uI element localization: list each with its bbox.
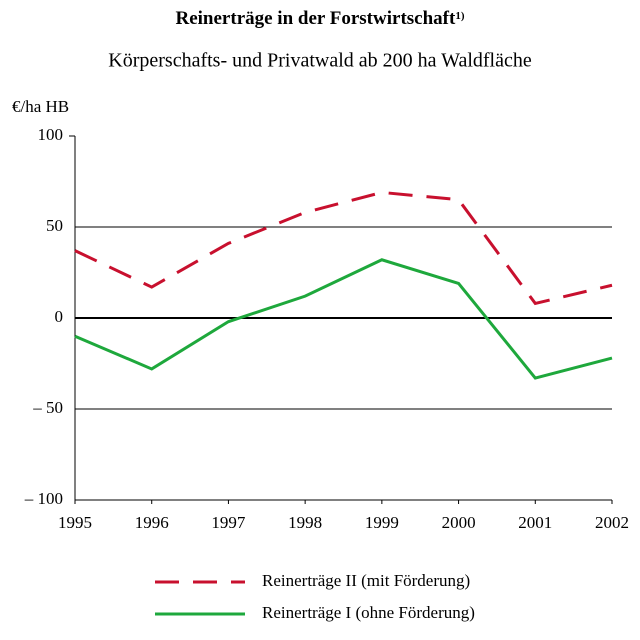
series-line [74,190,613,306]
chart-title: Reinerträge in der Forstwirtschaft1) [176,8,465,29]
legend-label: Reinerträge I (ohne Förderung) [262,603,475,622]
title-text: Reinerträge in der Forstwirtschaft [176,8,456,29]
y-axis-label: €/ha HB [12,97,69,116]
series-line [74,258,613,380]
x-tick-label: 1996 [135,513,169,532]
x-tick-label: 1997 [211,513,246,532]
x-tick-label: 1999 [365,513,399,532]
y-tick-label: 50 [46,216,63,235]
x-tick-label: 2000 [442,513,476,532]
x-tick-label: 2001 [518,513,552,532]
x-tick-label: 1998 [288,513,322,532]
chart-subtitle: Körperschafts- und Privatwald ab 200 ha … [108,50,532,72]
legend-label: Reinerträge II (mit Förderung) [262,571,470,590]
x-tick-label: 2002 [595,513,629,532]
x-tick-label: 1995 [58,513,92,532]
y-tick-label: 0 [55,307,64,326]
y-tick-label: 100 [38,125,64,144]
title-note: 1) [455,10,465,22]
y-tick-label: – 100 [24,489,63,508]
y-tick-label: – 50 [32,398,63,417]
